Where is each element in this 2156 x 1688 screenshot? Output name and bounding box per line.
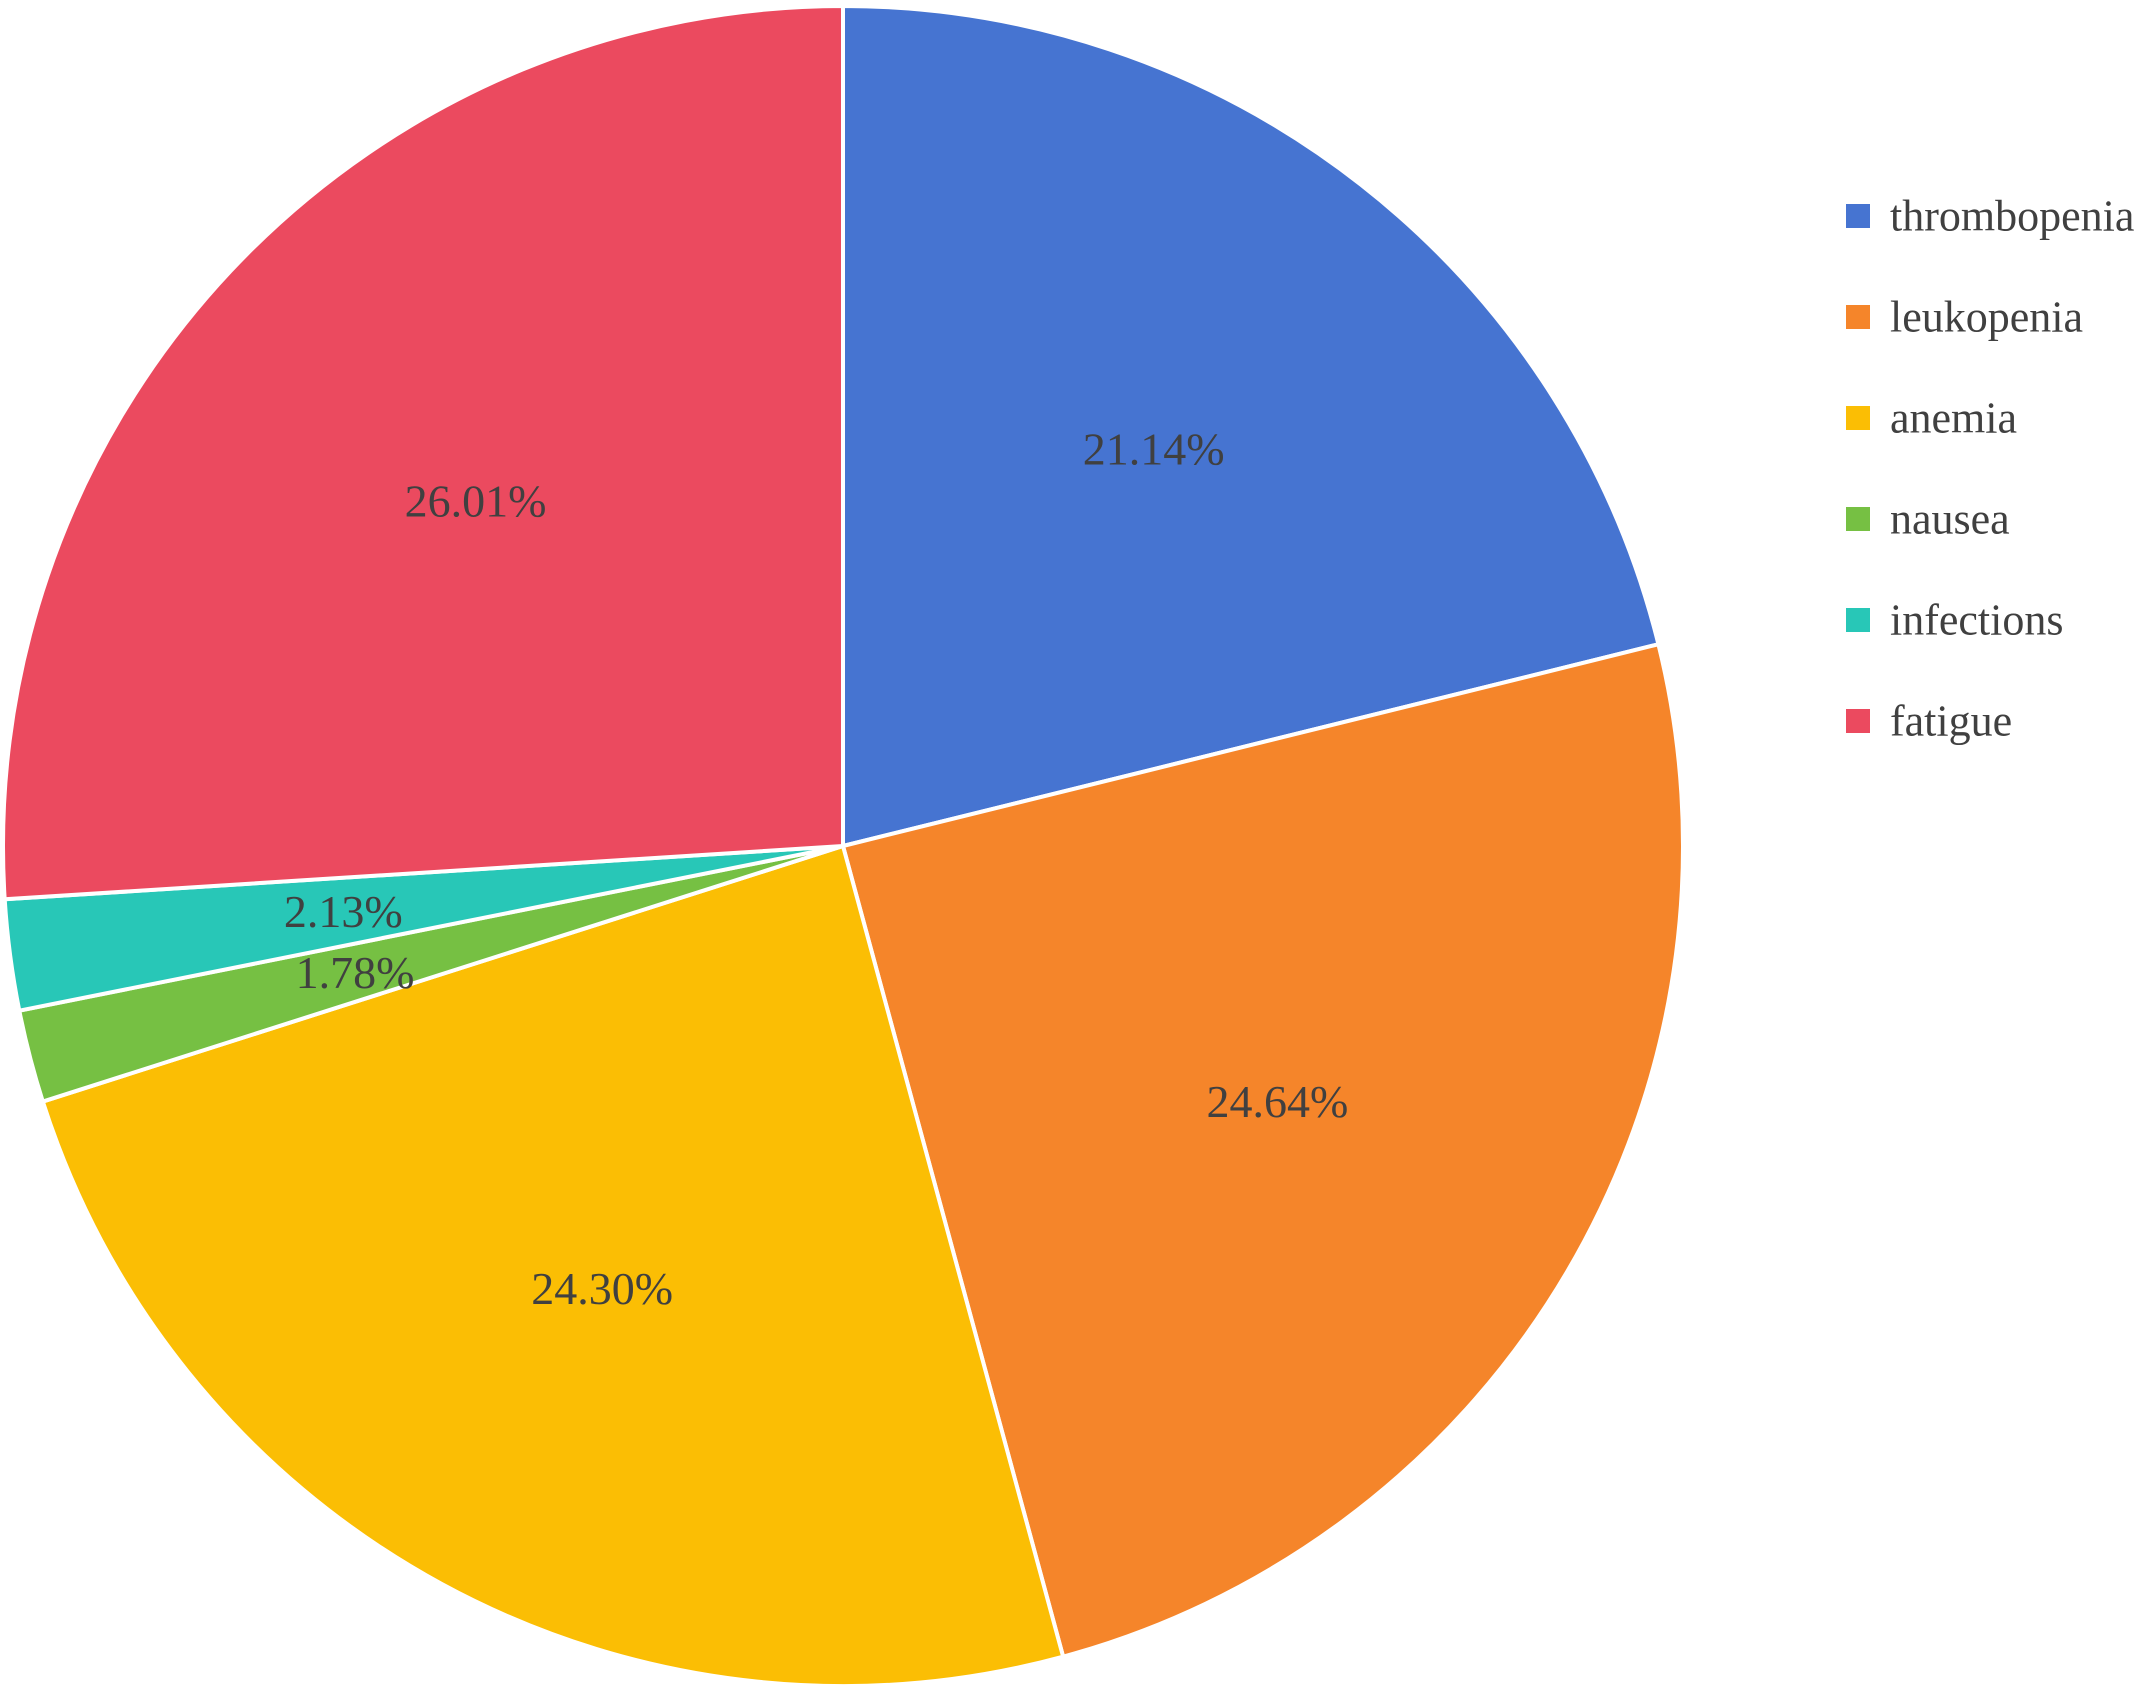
pie-slice-fatigue: [1, 4, 845, 902]
data-label-nausea: 1.78%: [296, 947, 415, 998]
legend-swatch-leukopenia: [1846, 305, 1870, 329]
legend-label-infections: infections: [1890, 596, 2064, 645]
data-label-thrombopenia: 21.14%: [1083, 424, 1225, 475]
legend-item-leukopenia: leukopenia: [1846, 293, 2083, 342]
legend-item-anemia: anemia: [1846, 394, 2017, 443]
data-label-infections: 2.13%: [284, 886, 403, 937]
legend-item-nausea: nausea: [1846, 495, 2010, 544]
legend-swatch-anemia: [1846, 406, 1870, 430]
pie-slice-leukopenia: [841, 642, 1685, 1659]
legend-item-fatigue: fatigue: [1846, 697, 2012, 746]
legend-swatch-nausea: [1846, 507, 1870, 531]
legend-item-infections: infections: [1846, 596, 2064, 645]
legend-label-anemia: anemia: [1890, 394, 2017, 443]
legend-item-thrombopenia: thrombopenia: [1846, 192, 2134, 241]
data-label-fatigue: 26.01%: [405, 476, 547, 527]
legend-swatch-thrombopenia: [1846, 204, 1870, 228]
pie-data-labels: 21.14% 24.64% 24.30% 1.78% 2.13% 26.01%: [284, 424, 1349, 1315]
pie-slice-thrombopenia: [841, 4, 1661, 848]
legend-label-nausea: nausea: [1890, 495, 2010, 544]
data-label-leukopenia: 24.64%: [1207, 1076, 1349, 1127]
legend-label-fatigue: fatigue: [1890, 697, 2012, 746]
legend-swatch-infections: [1846, 608, 1870, 632]
legend: thrombopenia leukopenia anemia nausea infect…: [1846, 192, 2134, 746]
legend-label-thrombopenia: thrombopenia: [1890, 192, 2134, 241]
pie-slices: [1, 4, 1685, 1688]
pie-slice-anemia: [40, 844, 1066, 1688]
legend-label-leukopenia: leukopenia: [1890, 293, 2083, 342]
data-label-anemia: 24.30%: [531, 1263, 673, 1314]
legend-swatch-fatigue: [1846, 709, 1870, 733]
